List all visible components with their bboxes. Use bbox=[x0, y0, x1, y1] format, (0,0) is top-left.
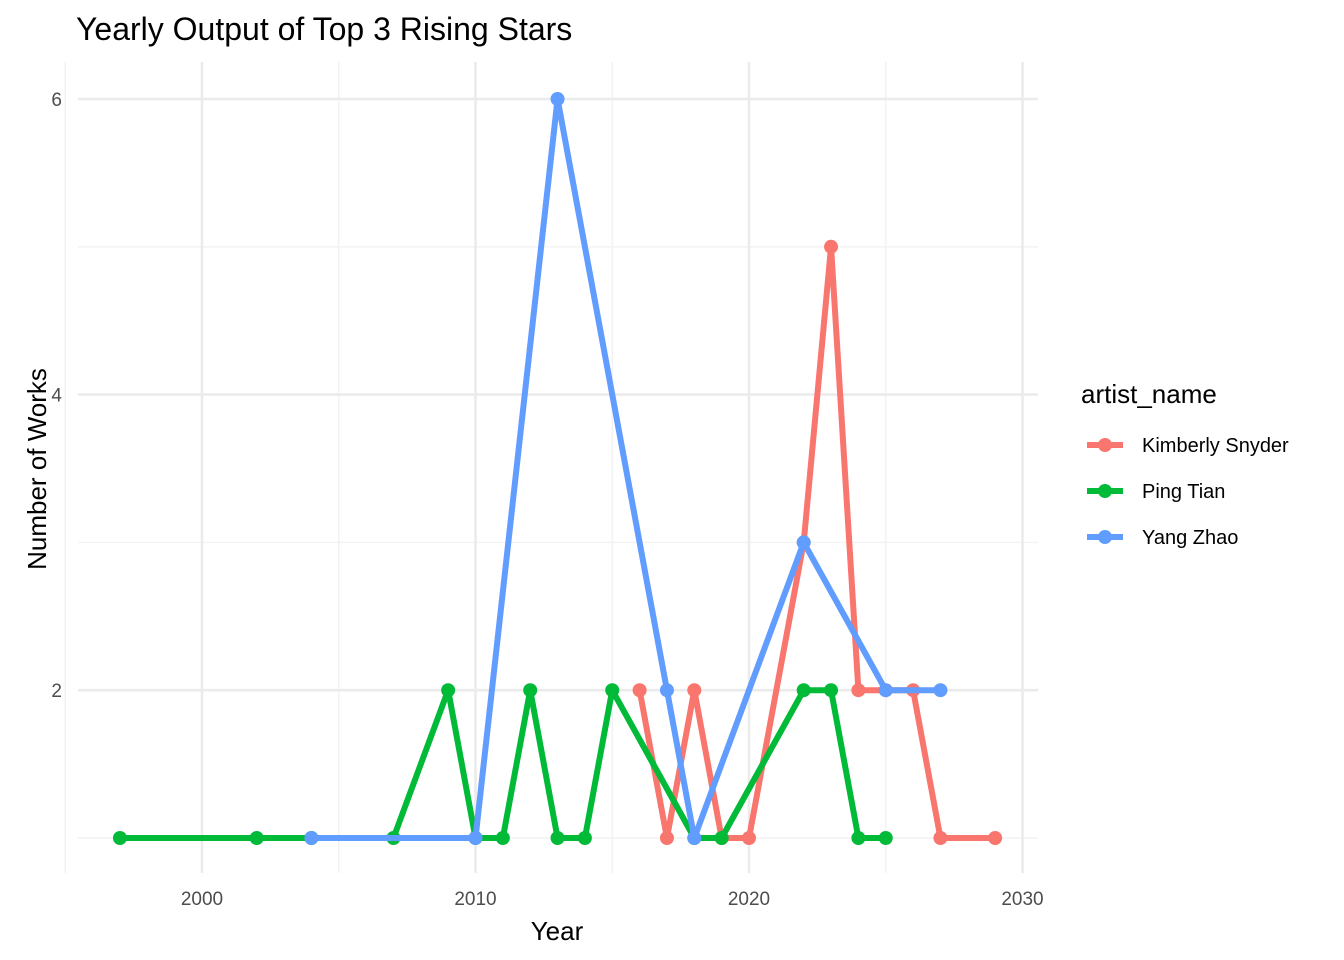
series-layer bbox=[112, 92, 1003, 845]
data-point bbox=[714, 831, 729, 845]
x-tick-label: 2020 bbox=[728, 889, 770, 910]
data-point bbox=[577, 831, 592, 845]
x-tick-label: 2030 bbox=[1001, 889, 1043, 910]
legend-label: Kimberly Snyder bbox=[1142, 435, 1289, 457]
y-axis-title: Number of Works bbox=[22, 368, 52, 570]
legend-label: Ping Tian bbox=[1142, 481, 1225, 503]
data-point bbox=[523, 683, 538, 698]
chart-title: Yearly Output of Top 3 Rising Stars bbox=[76, 11, 572, 47]
data-point bbox=[249, 831, 264, 845]
series-line bbox=[636, 243, 996, 841]
legend-key-point bbox=[1098, 438, 1112, 452]
data-point bbox=[851, 831, 866, 845]
x-tick-label: 2000 bbox=[181, 889, 223, 910]
legend-label: Yang Zhao bbox=[1142, 527, 1238, 549]
series-line bbox=[311, 96, 941, 841]
legend-key-point bbox=[1098, 530, 1112, 544]
data-point bbox=[550, 831, 565, 845]
data-point bbox=[112, 831, 127, 845]
data-point bbox=[495, 831, 510, 845]
legend: artist_name Kimberly Snyder Ping Tian Yang… bbox=[1081, 379, 1289, 549]
legend-title: artist_name bbox=[1081, 379, 1217, 409]
data-point bbox=[632, 683, 647, 698]
legend-item: Yang Zhao bbox=[1087, 527, 1238, 549]
data-point bbox=[687, 831, 702, 845]
data-point bbox=[878, 831, 893, 845]
data-point bbox=[742, 831, 756, 845]
data-point bbox=[851, 683, 866, 698]
data-point bbox=[796, 535, 811, 550]
data-point bbox=[687, 683, 702, 698]
x-axis-title: Year bbox=[531, 916, 584, 946]
data-point bbox=[468, 831, 483, 845]
data-point bbox=[550, 92, 565, 106]
y-tick-label: 4 bbox=[51, 386, 62, 407]
legend-item: Kimberly Snyder bbox=[1087, 435, 1289, 457]
x-tick-label: 2010 bbox=[454, 889, 496, 910]
data-point bbox=[933, 831, 948, 845]
data-point bbox=[824, 239, 839, 254]
data-point bbox=[824, 683, 839, 698]
y-tick-label: 2 bbox=[51, 681, 62, 702]
data-point bbox=[304, 831, 319, 845]
x-axis-ticks: 2000 2010 2020 2030 bbox=[181, 889, 1044, 910]
data-point bbox=[659, 831, 674, 845]
data-point bbox=[659, 683, 674, 698]
grid bbox=[64, 62, 1038, 873]
legend-key-point bbox=[1098, 484, 1112, 498]
y-tick-label: 6 bbox=[51, 90, 62, 111]
legend-item: Ping Tian bbox=[1087, 481, 1225, 503]
data-point bbox=[441, 683, 456, 698]
data-point bbox=[796, 683, 811, 698]
data-point bbox=[988, 831, 1003, 845]
data-point bbox=[605, 683, 620, 698]
data-point bbox=[878, 683, 893, 698]
data-point bbox=[933, 683, 948, 698]
series-group bbox=[304, 92, 948, 845]
y-axis-ticks: 2 4 6 bbox=[51, 90, 62, 702]
